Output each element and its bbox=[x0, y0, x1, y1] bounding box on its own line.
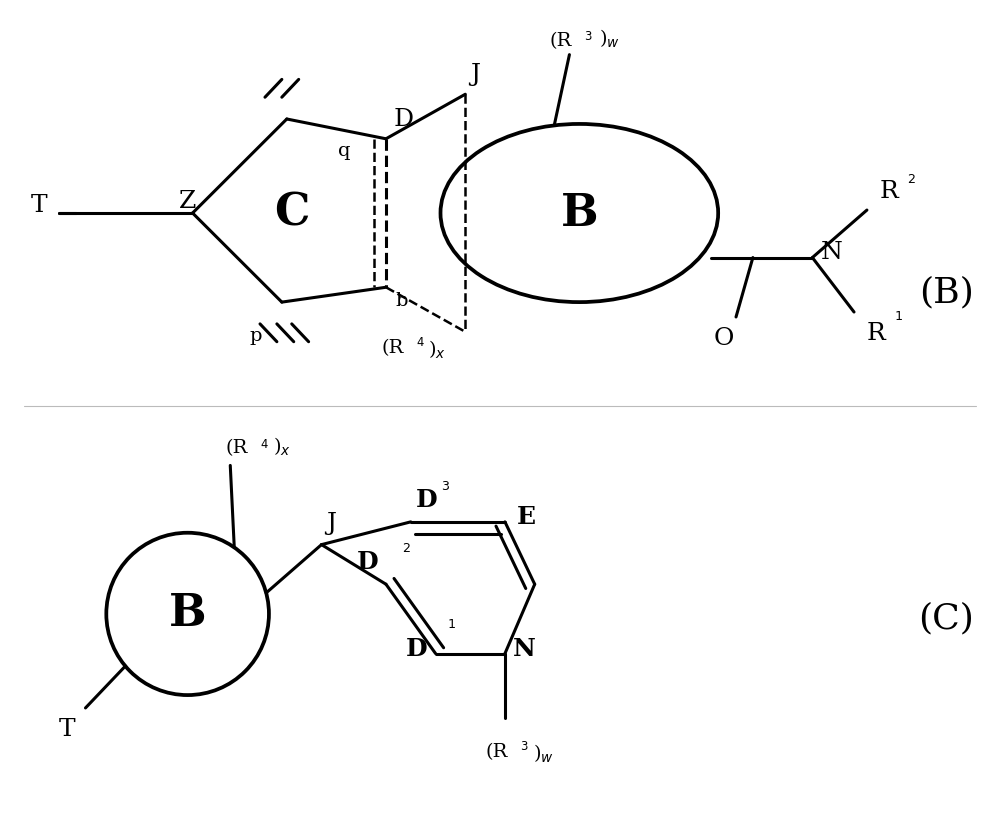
Text: $^2$: $^2$ bbox=[402, 544, 411, 562]
Text: (C): (C) bbox=[918, 602, 974, 635]
Text: N: N bbox=[820, 241, 842, 264]
Text: )$_x$: )$_x$ bbox=[428, 339, 446, 361]
Text: D: D bbox=[394, 108, 414, 131]
Text: T: T bbox=[31, 194, 47, 217]
Text: Z: Z bbox=[179, 190, 196, 213]
Text: R: R bbox=[880, 180, 899, 203]
Text: $^1$: $^1$ bbox=[894, 312, 903, 330]
Text: (R: (R bbox=[550, 32, 572, 50]
Text: E: E bbox=[517, 505, 536, 529]
Text: $^4$: $^4$ bbox=[260, 441, 269, 457]
Text: B: B bbox=[169, 593, 206, 635]
Text: (R: (R bbox=[485, 743, 508, 760]
Text: J: J bbox=[326, 511, 336, 534]
Text: $^4$: $^4$ bbox=[416, 339, 425, 355]
Text: $^1$: $^1$ bbox=[447, 620, 456, 638]
Text: (R: (R bbox=[225, 439, 248, 457]
Text: )$_w$: )$_w$ bbox=[599, 27, 620, 50]
Text: $^3$: $^3$ bbox=[584, 33, 593, 50]
Text: D: D bbox=[416, 488, 437, 512]
Text: p: p bbox=[250, 327, 262, 345]
Text: B: B bbox=[561, 191, 598, 235]
Text: $^3$: $^3$ bbox=[520, 743, 528, 759]
Text: O: O bbox=[714, 327, 734, 350]
Text: (B): (B) bbox=[919, 275, 974, 310]
Text: $^2$: $^2$ bbox=[907, 175, 916, 193]
Text: N: N bbox=[513, 636, 536, 661]
Text: $^3$: $^3$ bbox=[441, 482, 450, 500]
Text: q: q bbox=[338, 142, 351, 159]
Text: C: C bbox=[274, 191, 309, 235]
Text: )$_w$: )$_w$ bbox=[533, 743, 554, 765]
Text: R: R bbox=[867, 322, 886, 345]
Text: D: D bbox=[406, 636, 428, 661]
Text: (R: (R bbox=[381, 339, 403, 357]
Text: D: D bbox=[356, 550, 378, 575]
Text: J: J bbox=[470, 63, 480, 86]
Text: T: T bbox=[59, 718, 76, 741]
Text: b: b bbox=[396, 292, 408, 310]
Text: )$_x$: )$_x$ bbox=[273, 435, 291, 457]
